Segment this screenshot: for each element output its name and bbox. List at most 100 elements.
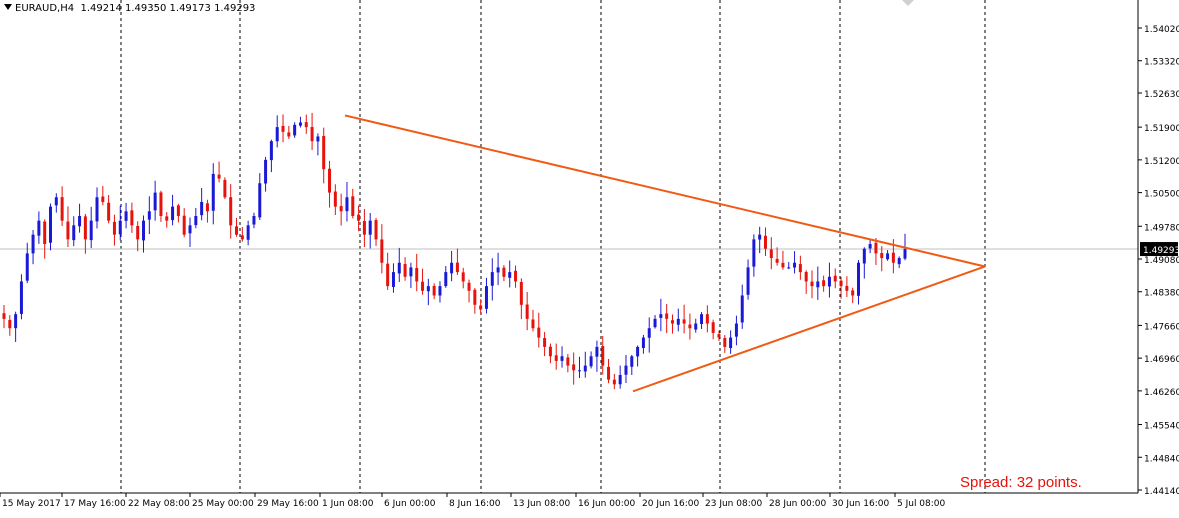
candle-body — [514, 270, 518, 282]
candle — [566, 354, 570, 373]
y-tick-label: 1.48380 — [1144, 289, 1179, 299]
candle — [8, 315, 12, 336]
candle-body — [333, 191, 337, 207]
candle — [496, 252, 500, 286]
candle-body — [223, 179, 227, 198]
candle — [653, 315, 657, 329]
candle — [328, 160, 332, 208]
candle — [595, 340, 599, 372]
y-tick-label: 1.45540 — [1144, 422, 1179, 432]
candle-body — [153, 192, 157, 211]
candle-body — [118, 220, 122, 235]
candle-body — [269, 141, 273, 161]
candle-body — [438, 286, 442, 296]
shift-marker-icon[interactable] — [902, 0, 914, 6]
x-tick-label: 16 Jun 00:00 — [578, 499, 635, 509]
candle-body — [19, 281, 23, 314]
candle-body — [200, 201, 204, 216]
candle — [827, 262, 831, 298]
y-tick-label: 1.44840 — [1144, 454, 1179, 464]
candle-body — [455, 262, 459, 273]
candle-body — [43, 221, 47, 245]
x-tick-label: 8 Jun 16:00 — [449, 499, 501, 509]
candle-body — [729, 337, 733, 349]
candle-body — [484, 286, 488, 309]
candle — [246, 220, 250, 246]
candle — [374, 217, 378, 246]
candle — [211, 163, 215, 225]
candle-body — [380, 239, 384, 263]
candle — [467, 279, 471, 303]
candle — [548, 343, 552, 364]
candle — [746, 259, 750, 300]
candle-body — [769, 249, 773, 259]
candle — [856, 260, 860, 305]
candle — [293, 122, 297, 138]
candle-body — [246, 225, 250, 240]
candle-body — [252, 215, 256, 225]
candle-body — [717, 334, 721, 338]
trendline[interactable] — [344, 114, 986, 268]
candle-body — [101, 196, 105, 202]
candle — [14, 311, 18, 342]
caret-down-icon[interactable] — [4, 4, 12, 10]
candle-body — [240, 235, 244, 240]
candle — [235, 217, 239, 237]
x-tick-label: 5 Jul 08:00 — [897, 499, 946, 509]
candle-body — [601, 346, 605, 366]
candle — [833, 268, 837, 289]
candle — [670, 314, 674, 334]
candle — [333, 184, 337, 216]
candle — [223, 177, 227, 199]
candle-body — [665, 313, 669, 319]
candle — [845, 276, 849, 298]
candle-body — [415, 267, 419, 282]
candle — [19, 274, 23, 320]
candle-body — [159, 192, 163, 216]
candle — [310, 112, 314, 150]
candle — [461, 267, 465, 289]
trendline[interactable] — [632, 265, 986, 393]
candle-body — [304, 122, 308, 128]
candle — [438, 281, 442, 303]
candle — [275, 115, 279, 148]
y-tick-label: 1.49780 — [1144, 223, 1179, 233]
candle — [665, 304, 669, 334]
candles — [2, 112, 907, 390]
candle — [252, 212, 256, 229]
candle — [694, 318, 698, 333]
candle-body — [421, 281, 425, 291]
candle-body — [862, 248, 866, 264]
y-tick-label: 1.54020 — [1144, 25, 1179, 35]
candle — [711, 319, 715, 340]
candle — [188, 217, 192, 247]
candle — [43, 219, 47, 259]
candle — [397, 247, 401, 283]
candle-body — [391, 272, 395, 287]
candle — [630, 354, 634, 375]
candle — [490, 258, 494, 301]
x-tick-label: 22 May 08:00 — [128, 499, 190, 509]
candle — [298, 116, 302, 128]
candle-body — [403, 264, 407, 277]
candle-body — [519, 281, 523, 305]
candle-body — [281, 125, 285, 132]
candle-body — [740, 295, 744, 323]
candle-body — [8, 319, 12, 329]
candle-body — [83, 216, 87, 240]
candle — [572, 352, 576, 385]
candle-body — [670, 320, 674, 324]
candle-body — [845, 285, 849, 291]
candle — [95, 187, 99, 229]
candle-body — [432, 285, 436, 296]
candle-body — [891, 252, 895, 263]
candle-body — [490, 272, 494, 286]
candle-body — [374, 220, 378, 240]
candle-body — [508, 272, 512, 278]
candle-body — [700, 314, 704, 325]
candle — [798, 255, 802, 280]
candle — [165, 211, 169, 228]
chart-header: EURAUD,H4 1.49214 1.49350 1.49173 1.4929… — [4, 3, 255, 14]
candle-body — [235, 226, 239, 235]
candle — [502, 265, 506, 282]
